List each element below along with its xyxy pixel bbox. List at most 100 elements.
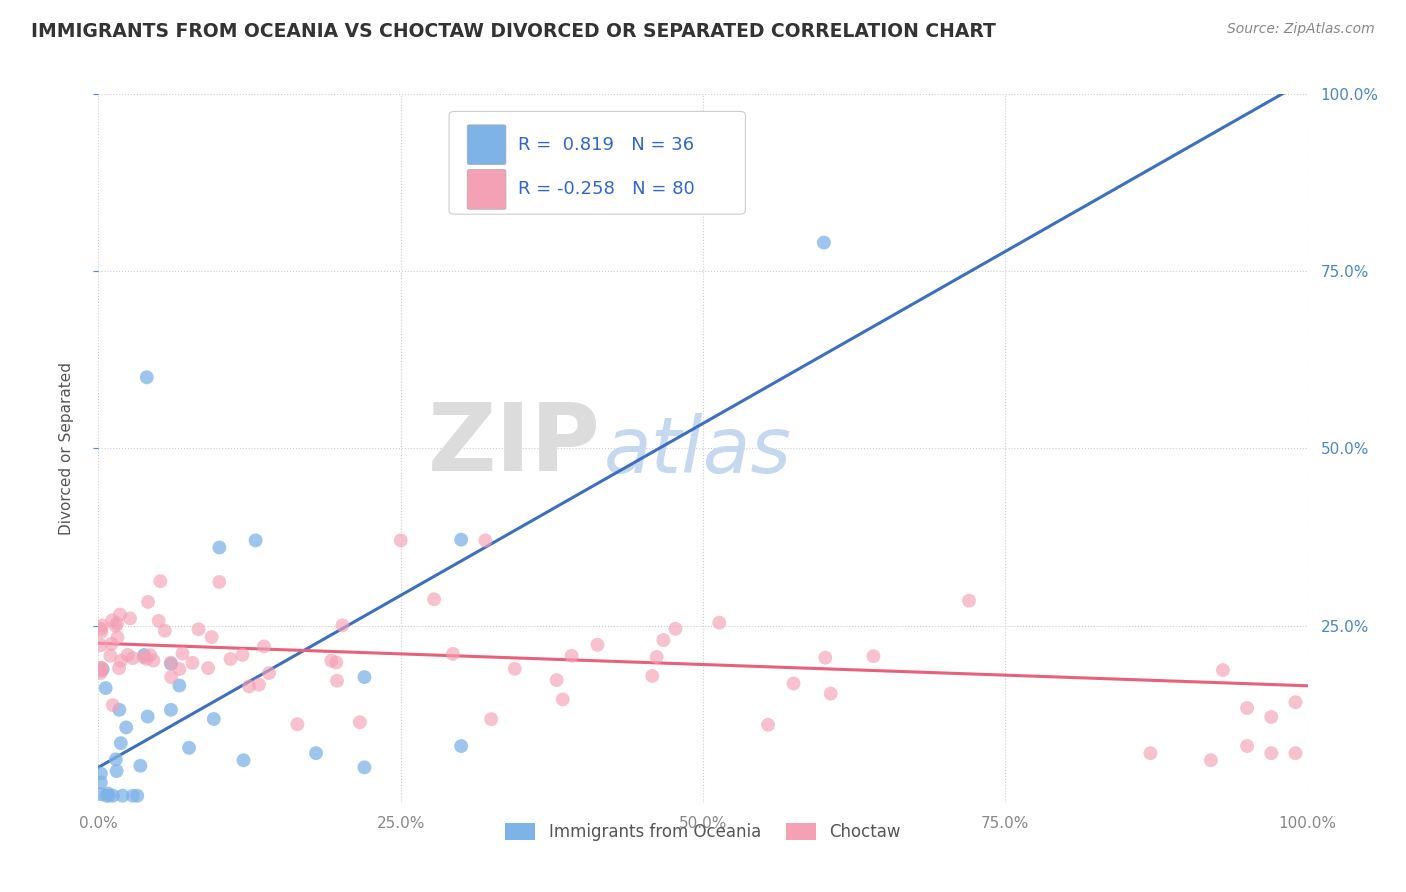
Point bbox=[94, 681, 117, 695]
Point bbox=[187, 622, 209, 636]
Point bbox=[90, 638, 112, 652]
Point bbox=[1260, 746, 1282, 760]
Point bbox=[98, 648, 121, 663]
Point bbox=[181, 656, 204, 670]
Point bbox=[100, 637, 122, 651]
Point bbox=[101, 698, 124, 713]
FancyBboxPatch shape bbox=[467, 169, 506, 210]
Point bbox=[652, 633, 675, 648]
Point bbox=[546, 673, 568, 687]
Point bbox=[169, 662, 191, 676]
Point bbox=[172, 647, 194, 661]
Text: IMMIGRANTS FROM OCEANIA VS CHOCTAW DIVORCED OR SEPARATED CORRELATION CHART: IMMIGRANTS FROM OCEANIA VS CHOCTAW DIVOR… bbox=[31, 22, 995, 41]
Legend: Immigrants from Oceania, Choctaw: Immigrants from Oceania, Choctaw bbox=[499, 816, 907, 847]
Point bbox=[135, 370, 157, 384]
Point bbox=[160, 657, 183, 671]
Point bbox=[664, 622, 686, 636]
Point bbox=[551, 692, 574, 706]
Point bbox=[813, 235, 835, 250]
Point bbox=[121, 789, 143, 803]
Point bbox=[90, 787, 112, 801]
Point bbox=[108, 607, 131, 622]
Point bbox=[160, 670, 183, 684]
Point bbox=[121, 651, 143, 665]
Point bbox=[389, 533, 412, 548]
Point bbox=[132, 650, 155, 665]
Y-axis label: Divorced or Separated: Divorced or Separated bbox=[59, 362, 75, 534]
Point bbox=[101, 614, 124, 628]
Point bbox=[641, 669, 664, 683]
Point bbox=[129, 759, 152, 773]
Point bbox=[105, 616, 128, 631]
Point bbox=[287, 717, 309, 731]
Point bbox=[561, 648, 583, 663]
Point bbox=[305, 746, 328, 760]
Point bbox=[820, 687, 842, 701]
Point bbox=[115, 720, 138, 734]
Point bbox=[136, 709, 159, 723]
FancyBboxPatch shape bbox=[467, 125, 506, 165]
Point bbox=[105, 630, 128, 644]
Point bbox=[219, 652, 242, 666]
Point bbox=[90, 766, 112, 780]
Point bbox=[862, 649, 884, 664]
Point bbox=[127, 789, 149, 803]
Point bbox=[1260, 710, 1282, 724]
Text: ZIP: ZIP bbox=[427, 399, 600, 491]
Point bbox=[814, 650, 837, 665]
Point bbox=[1199, 753, 1222, 767]
Point bbox=[142, 654, 165, 668]
Point bbox=[105, 764, 128, 778]
Point bbox=[149, 574, 172, 588]
Text: R = -0.258   N = 80: R = -0.258 N = 80 bbox=[517, 180, 695, 198]
Point bbox=[756, 718, 779, 732]
Point bbox=[253, 640, 276, 654]
Point bbox=[423, 592, 446, 607]
Point bbox=[645, 650, 668, 665]
Point bbox=[90, 661, 112, 675]
Point bbox=[231, 648, 253, 662]
Text: R =  0.819   N = 36: R = 0.819 N = 36 bbox=[517, 136, 695, 153]
Point bbox=[90, 624, 112, 639]
Point bbox=[238, 679, 260, 693]
Point bbox=[90, 622, 112, 636]
Point bbox=[91, 662, 114, 676]
Point bbox=[321, 654, 343, 668]
Point bbox=[177, 740, 200, 755]
Point bbox=[208, 541, 231, 555]
Point bbox=[96, 789, 118, 803]
Point bbox=[450, 739, 472, 753]
Point bbox=[111, 789, 134, 803]
Point bbox=[90, 661, 112, 675]
Point bbox=[148, 614, 170, 628]
Point bbox=[441, 647, 464, 661]
Point bbox=[90, 775, 112, 789]
FancyBboxPatch shape bbox=[449, 112, 745, 214]
Point bbox=[474, 533, 496, 548]
Point bbox=[326, 673, 349, 688]
Point bbox=[1181, 72, 1204, 87]
Point bbox=[97, 787, 120, 801]
Point bbox=[104, 752, 127, 766]
Point bbox=[247, 678, 270, 692]
Point bbox=[160, 703, 183, 717]
Point bbox=[1284, 746, 1306, 760]
Point bbox=[110, 654, 132, 668]
Point bbox=[782, 676, 804, 690]
Point bbox=[257, 666, 280, 681]
Point bbox=[197, 661, 219, 675]
Text: Source: ZipAtlas.com: Source: ZipAtlas.com bbox=[1227, 22, 1375, 37]
Point bbox=[1212, 663, 1234, 677]
Point bbox=[586, 638, 609, 652]
Point bbox=[202, 712, 225, 726]
Point bbox=[353, 760, 375, 774]
Point bbox=[135, 652, 157, 666]
Text: atlas: atlas bbox=[603, 413, 792, 489]
Point bbox=[169, 679, 191, 693]
Point bbox=[97, 789, 120, 803]
Point bbox=[325, 656, 347, 670]
Point bbox=[110, 736, 132, 750]
Point bbox=[1139, 746, 1161, 760]
Point bbox=[153, 624, 176, 638]
Point bbox=[159, 656, 181, 670]
